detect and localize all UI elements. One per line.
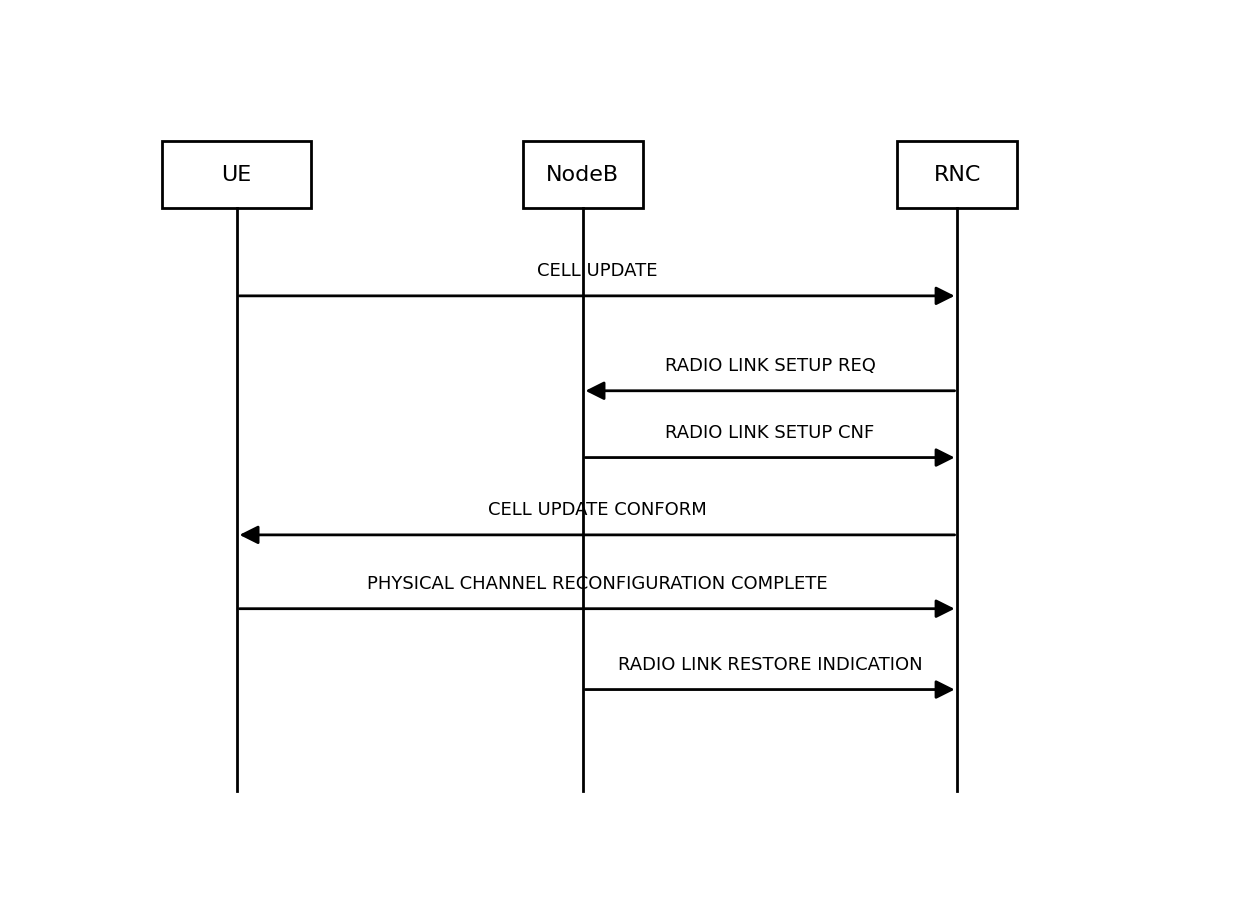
- Bar: [522, 142, 642, 208]
- Text: RADIO LINK SETUP REQ: RADIO LINK SETUP REQ: [665, 357, 875, 375]
- Text: NodeB: NodeB: [546, 164, 619, 184]
- Bar: [898, 142, 1018, 208]
- Text: PHYSICAL CHANNEL RECONFIGURATION COMPLETE: PHYSICAL CHANNEL RECONFIGURATION COMPLET…: [367, 575, 827, 593]
- Text: CELL UPDATE CONFORM: CELL UPDATE CONFORM: [487, 501, 707, 519]
- Bar: [162, 142, 311, 208]
- Text: CELL UPDATE: CELL UPDATE: [537, 262, 657, 280]
- Text: RADIO LINK RESTORE INDICATION: RADIO LINK RESTORE INDICATION: [618, 656, 923, 674]
- Text: UE: UE: [222, 164, 252, 184]
- Text: RADIO LINK SETUP CNF: RADIO LINK SETUP CNF: [666, 424, 874, 442]
- Text: RNC: RNC: [934, 164, 981, 184]
